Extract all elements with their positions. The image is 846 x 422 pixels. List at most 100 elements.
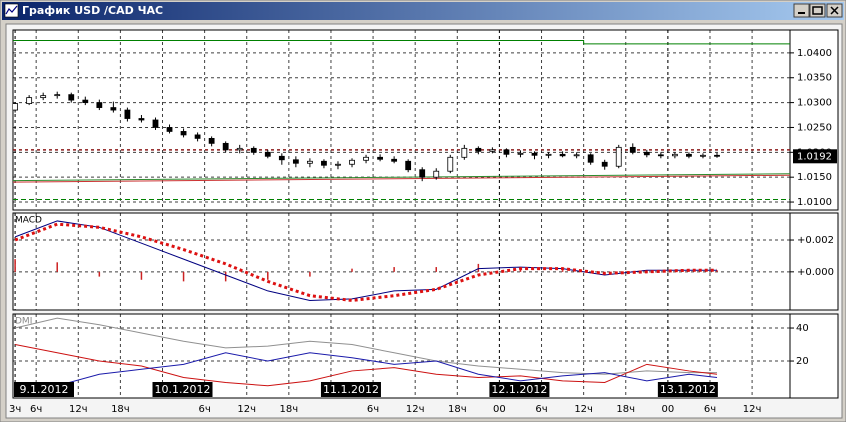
candle-body	[363, 156, 369, 161]
candle-body	[68, 94, 75, 101]
candle-body	[489, 149, 496, 152]
indicator-line	[14, 222, 718, 302]
date-box	[152, 382, 213, 397]
candle-body	[307, 160, 313, 164]
candle-body	[671, 153, 678, 157]
indicator-line	[15, 344, 718, 387]
candle-body	[250, 147, 257, 153]
candle-body	[292, 159, 299, 164]
candle-body	[475, 147, 482, 152]
candle-body	[419, 169, 426, 178]
y-tick-label: 1.0400	[797, 48, 832, 59]
candle-body	[96, 102, 103, 108]
app-icon	[4, 3, 19, 18]
candle-body	[321, 160, 327, 166]
candle-body	[503, 149, 510, 155]
y-tick-label: 1.0300	[797, 98, 832, 109]
y-tick-label: +0.002	[797, 235, 834, 246]
candle-body	[349, 159, 355, 165]
candle-body	[54, 94, 61, 97]
date-label: 9.1.2012	[20, 383, 69, 396]
y-tick-label: 1.0250	[797, 122, 832, 133]
y-tick-label: 1.0100	[797, 197, 832, 208]
x-tick-label: 00	[493, 404, 506, 415]
x-tick-label: 6ч	[367, 404, 379, 415]
candle-body	[545, 153, 552, 156]
x-tick-label: 3ч	[9, 404, 21, 415]
candle-body	[391, 158, 398, 162]
candle-body	[601, 161, 608, 167]
x-tick-label: 6ч	[704, 404, 716, 415]
candle-body	[447, 156, 454, 172]
x-tick-label: 12ч	[406, 404, 425, 415]
candle-body	[180, 131, 187, 136]
plot-layer	[13, 213, 790, 310]
candle-body	[643, 151, 650, 156]
last-price-label: 1.0192	[797, 151, 832, 162]
candle-body	[629, 146, 636, 153]
candle-body	[559, 153, 566, 157]
window-title: График USD /CAD ЧАС	[22, 4, 163, 17]
candle-body	[714, 154, 720, 157]
candle-body	[615, 146, 622, 167]
indicator-line	[15, 352, 718, 387]
candle-body	[124, 109, 131, 119]
panel	[12, 212, 839, 311]
minimize-button[interactable]	[793, 3, 810, 18]
candle-body	[278, 155, 285, 161]
date-label: 12.1.2012	[491, 383, 547, 396]
candle-body	[686, 153, 692, 157]
candle-body	[517, 152, 524, 155]
x-tick-label: 18ч	[616, 404, 635, 415]
candle-body	[573, 154, 580, 157]
date-box	[657, 382, 718, 397]
date-box	[14, 382, 74, 397]
x-tick-label: 12ч	[574, 404, 593, 415]
window-buttons[interactable]	[793, 3, 843, 18]
candle-body	[461, 147, 468, 158]
candle-body	[222, 142, 229, 151]
level-line	[13, 173, 790, 182]
date-box	[320, 382, 381, 397]
date-label: 13.1.2012	[660, 383, 716, 396]
level-line	[13, 39, 790, 45]
candle-body	[587, 154, 594, 163]
candle-body	[264, 151, 271, 157]
candle-body	[531, 152, 538, 156]
x-tick-label: 12ч	[237, 404, 256, 415]
x-tick-label: 18ч	[280, 404, 299, 415]
candle-body	[335, 163, 341, 166]
candle-body	[13, 103, 19, 111]
date-label: 11.1.2012	[323, 383, 379, 396]
title-bar	[2, 2, 844, 20]
y-tick-label: 1.0150	[797, 172, 832, 183]
y-tick-label: +0.000	[797, 267, 834, 278]
plot-layer	[13, 30, 790, 210]
candle-body	[26, 97, 33, 104]
plot-layer	[13, 314, 790, 398]
candle-body	[40, 95, 47, 99]
level-line	[13, 174, 790, 183]
x-tick-label: 6ч	[535, 404, 547, 415]
x-tick-label: 00	[662, 404, 675, 415]
y-tick-label: 20	[796, 356, 809, 367]
date-label: 10.1.2012	[155, 383, 211, 396]
x-tick-label: 18ч	[111, 404, 130, 415]
x-tick-label: 12ч	[743, 404, 762, 415]
candle-body	[194, 134, 201, 139]
x-tick-label: 12ч	[69, 404, 88, 415]
candle-body	[405, 160, 412, 171]
candle-body	[82, 99, 89, 103]
panel-title: MACD	[15, 216, 42, 226]
date-box	[489, 382, 550, 397]
candle-body	[433, 170, 440, 178]
x-tick-label: 6ч	[30, 404, 42, 415]
candle-body	[138, 118, 145, 121]
panel	[12, 29, 839, 211]
last-price-box	[793, 149, 837, 164]
candle-body	[208, 137, 215, 144]
y-tick-label: 1.0350	[797, 73, 832, 84]
candle-body	[152, 119, 159, 128]
